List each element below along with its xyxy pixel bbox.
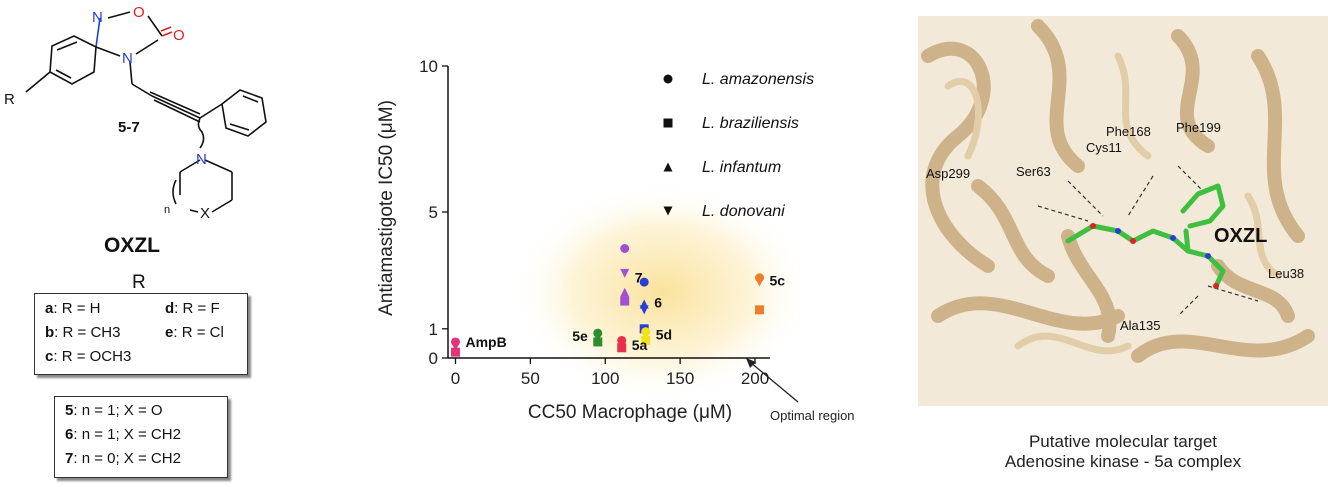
series-7: 7: n = 0; X = CH2 (65, 450, 181, 467)
y-tick-label: 0 (429, 349, 438, 368)
caption-line-1: Putative molecular target (1028, 432, 1218, 451)
y-tick-label: 1 (429, 320, 438, 339)
y-axis-label: Antiamastigote IC50 (μM) (376, 100, 397, 316)
data-point-5d-square (641, 335, 651, 345)
x-axis-label: CC50 Macrophage (μM) (528, 402, 732, 423)
legend-marker-circle (663, 74, 673, 84)
residue-ala135: Ala135 (1120, 318, 1160, 333)
ring-atom-n2: N (122, 50, 133, 67)
optimal-region-glow (512, 182, 812, 402)
data-point-6-triangle-down (639, 305, 649, 315)
substituent-d: d: R = F (165, 300, 220, 317)
data-point-5c-square (755, 305, 765, 315)
residue-cys11: Cys11 (1086, 140, 1122, 155)
oxzl-structure-drawing: N O O N N X n R 5-7 OXZL R (4, 4, 267, 293)
caption-line-2: Adenosine kinase - 5a complex (1004, 452, 1242, 471)
optimal-region-label: Optimal region (770, 408, 855, 423)
r-heading: R (132, 272, 146, 293)
protein-complex-image: Phe168 Phe199 Cys11 Asp299 Ser63 Leu38 A… (918, 16, 1328, 406)
protein-caption: Putative molecular target Adenosine kina… (918, 432, 1328, 472)
point-label-7: 7 (635, 270, 643, 286)
structure-title: OXZL (104, 234, 160, 257)
legend-label-2: L. infantum (702, 159, 781, 176)
legend-label-3: L. donovani (702, 203, 785, 220)
compound-label: 5-7 (118, 119, 140, 136)
point-label-6: 6 (654, 295, 662, 311)
residue-leu38: Leu38 (1268, 266, 1304, 281)
protein-ribbon-drawing: Phe168 Phe199 Cys11 Asp299 Ser63 Leu38 A… (918, 16, 1328, 406)
point-label-5c: 5c (770, 273, 786, 289)
r-group-label: R (4, 91, 15, 108)
x-tick-label: 50 (521, 369, 540, 388)
legend-marker-triangle-down (663, 206, 673, 216)
substituent-box: a: R = H d: R = F b: R = CH3 e: R = Cl c… (34, 293, 248, 375)
residue-asp299: Asp299 (926, 166, 970, 181)
data-point-AmpB-square (450, 347, 460, 357)
data-point-AmpB-triangle-down (450, 341, 460, 351)
legend-marker-square (663, 118, 673, 128)
substituent-c: c: R = OCH3 (45, 348, 132, 365)
series-5: 5: n = 1; X = O (65, 402, 163, 419)
substituent-e: e: R = Cl (165, 324, 224, 341)
data-point-7-triangle-up (620, 287, 630, 297)
legend-marker-triangle-up (663, 162, 673, 172)
data-point-6-circle (639, 277, 649, 287)
ligand-sticks (1065, 183, 1226, 289)
substituent-b: b: R = CH3 (45, 324, 121, 341)
x-tick-label: 150 (666, 369, 694, 388)
data-point-7-circle (620, 244, 630, 253)
series-box: 5: n = 1; X = O 6: n = 1; X = CH2 7: n =… (54, 396, 228, 478)
chart-panel: 0 50 100 150 200 0 1 5 10 AmpB 5e 5a 7 6 5d 5c L. amaz… (330, 0, 910, 482)
data-point-7-square (620, 296, 630, 306)
ligand-label: OXZL (1214, 225, 1267, 247)
residue-phe199: Phe199 (1176, 120, 1221, 135)
point-label-5d: 5d (656, 327, 672, 343)
x-tick-label: 200 (741, 369, 769, 388)
point-label-AmpB: AmpB (465, 334, 506, 350)
substituent-a: a: R = H (45, 300, 101, 317)
y-tick-label: 5 (429, 203, 438, 222)
x-tick-label: 100 (591, 369, 619, 388)
legend-label-1: L. braziliensis (702, 115, 799, 132)
ring-atom-o1: O (133, 4, 145, 21)
ring-atom-n3: N (196, 151, 207, 168)
x-tick-label: 0 (451, 369, 460, 388)
residue-phe168: Phe168 (1106, 124, 1151, 139)
optimal-region-arrowhead (746, 358, 756, 368)
data-point-7-triangle-down (620, 268, 630, 278)
data-point-5c-triangle-down (755, 277, 765, 287)
ring-atom-o2: O (173, 27, 185, 44)
point-label-5a: 5a (632, 337, 648, 353)
optimal-region-arrow (749, 361, 799, 403)
legend-label-0: L. amazonensis (702, 71, 814, 88)
structure-panel: N O O N N X n R 5-7 OXZL R a: R = H d: R… (0, 0, 330, 482)
residue-ser63: Ser63 (1016, 164, 1051, 179)
series-6: 6: n = 1; X = CH2 (65, 426, 181, 443)
data-point-5a-square (617, 343, 627, 353)
ring-n-subscript: n (164, 204, 170, 216)
data-point-5e-square (593, 337, 603, 347)
ring-atom-x: X (200, 205, 210, 222)
y-tick-label: 10 (419, 57, 438, 76)
point-label-5e: 5e (572, 328, 588, 344)
ring-atom-n1: N (92, 9, 103, 26)
scatter-chart: 0 50 100 150 200 0 1 5 10 AmpB 5e 5a 76 5d 5c L. amaz… (376, 57, 855, 423)
